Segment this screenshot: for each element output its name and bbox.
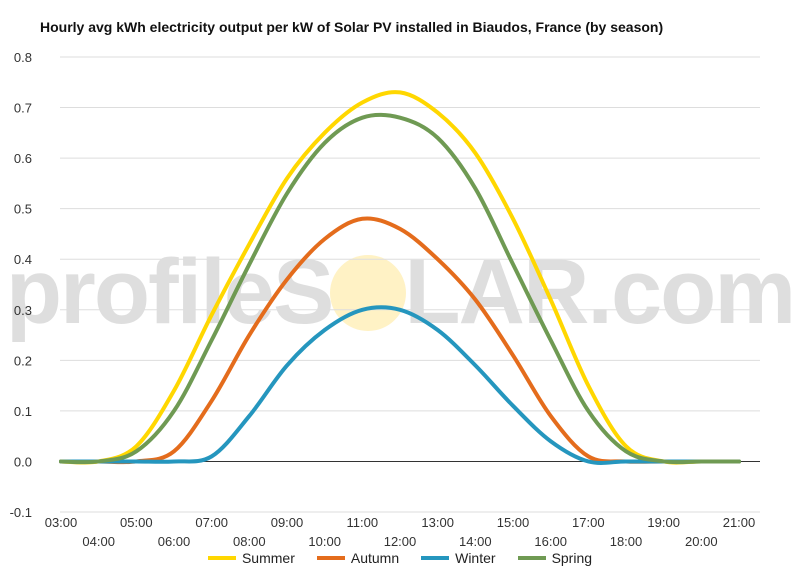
legend-item-autumn[interactable]: Autumn (316, 550, 400, 566)
x-tick-label: 08:00 (233, 534, 266, 549)
x-tick-label: 04:00 (82, 534, 115, 549)
legend-label: Summer (241, 550, 295, 566)
x-tick-label: 14:00 (459, 534, 492, 549)
grid-lines (60, 56, 760, 513)
x-tick-label: 07:00 (195, 515, 228, 530)
x-tick-label: 11:00 (347, 515, 379, 530)
legend: Summer Autumn Winter Spring (0, 550, 800, 566)
y-tick-label: 0.7 (14, 101, 32, 116)
x-tick-label: 06:00 (158, 534, 191, 549)
x-tick-label: 18:00 (610, 534, 643, 549)
legend-swatch-spring (517, 556, 546, 560)
y-tick-label: 0.6 (14, 151, 32, 166)
legend-label: Spring (551, 550, 593, 566)
chart-title: Hourly avg kWh electricity output per kW… (40, 19, 664, 35)
series-line-spring (59, 112, 741, 465)
x-tick-label: 13:00 (421, 515, 454, 530)
x-tick-label: 17:00 (572, 515, 605, 530)
series-line-winter (59, 305, 741, 465)
x-tick-label: 21:00 (723, 515, 756, 530)
legend-swatch-winter (421, 556, 450, 560)
x-tick-label: 16:00 (534, 534, 567, 549)
legend-swatch-autumn (316, 556, 345, 560)
y-tick-label: 0.2 (14, 353, 32, 368)
y-tick-label: 0.0 (14, 454, 32, 469)
y-axis-tick-labels: -0.1 0.0 0.1 0.2 0.3 0.4 0.5 0.6 0.7 0.8 (10, 50, 32, 520)
x-tick-label: 15:00 (497, 515, 530, 530)
legend-label: Winter (455, 550, 496, 566)
y-tick-label: -0.1 (10, 505, 32, 520)
y-tick-label: 0.8 (14, 50, 32, 65)
x-tick-label: 03:00 (45, 515, 78, 530)
y-tick-label: 0.3 (14, 303, 32, 318)
y-tick-label: 0.4 (14, 252, 32, 267)
legend-swatch-summer (207, 556, 236, 560)
y-tick-label: 0.1 (14, 404, 32, 419)
x-tick-label: 09:00 (271, 515, 304, 530)
x-tick-label: 05:00 (120, 515, 153, 530)
y-tick-label: 0.5 (14, 202, 32, 217)
series-line-summer (59, 90, 741, 465)
series-lines (59, 90, 741, 465)
legend-item-spring[interactable]: Spring (517, 550, 593, 566)
legend-label: Autumn (350, 550, 400, 566)
x-tick-label: 19:00 (647, 515, 680, 530)
x-tick-label: 12:00 (384, 534, 417, 549)
legend-item-winter[interactable]: Winter (421, 550, 496, 566)
legend-item-summer[interactable]: Summer (207, 550, 295, 566)
x-tick-label: 20:00 (685, 534, 718, 549)
x-axis-tick-labels: 03:00 04:00 05:00 06:00 07:00 08:00 09:00 10:00… (45, 515, 756, 549)
x-tick-label: 10:00 (308, 534, 341, 549)
